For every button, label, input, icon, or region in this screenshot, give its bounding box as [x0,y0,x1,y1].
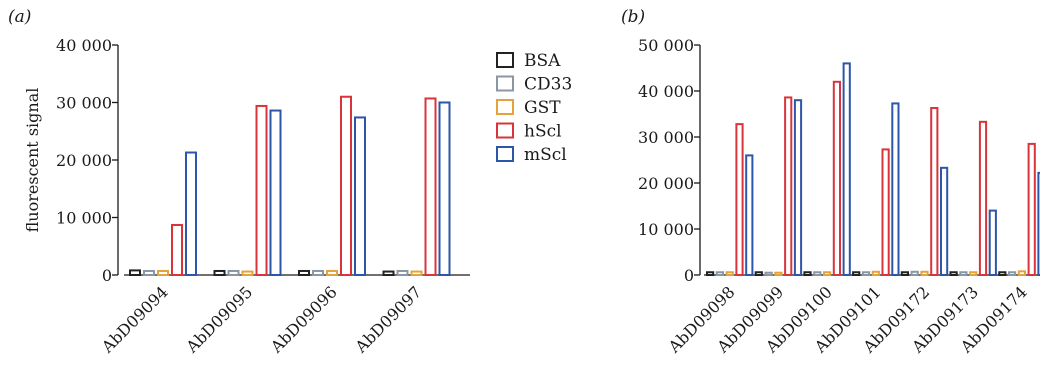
legend-label: GST [524,98,561,118]
y-tick-label: 30 000 [56,94,112,113]
y-tick-label: 40 000 [56,36,112,55]
legend-swatch-cd33 [496,75,514,92]
bar-cd33 [227,269,240,277]
x-category-label: AbD09094 [97,282,172,357]
bar-hscl [255,104,268,276]
legend-swatch-gst [496,99,514,115]
y-tick-label: 40 000 [638,82,694,101]
bar-bsa [900,271,909,276]
bar-bsa [852,271,861,276]
bar-bsa [754,271,763,276]
bar-gst [326,269,338,277]
bar-mscl [1037,171,1040,277]
y-tick-label: 0 [102,266,112,285]
legend-swatch-bsa [496,52,514,68]
bar-hscl [424,97,437,276]
bar-gst [823,271,832,276]
bar-mscl [185,151,197,276]
panel-label: (b) [621,7,645,27]
bar-cd33 [312,269,324,277]
legend-label: mScl [524,145,567,165]
y-tick-label: 30 000 [638,128,694,147]
bar-bsa [298,269,310,277]
bar-cd33 [813,271,822,276]
y-tick-label: 50 000 [638,36,694,55]
bar-gst [410,270,423,276]
bar-cd33 [861,271,871,276]
bar-mscl [988,209,997,277]
x-category-label: AbD09095 [182,282,257,357]
bar-gst [157,269,169,277]
bar-hscl [735,123,744,277]
y-tick-label: 20 000 [56,151,112,170]
bar-mscl [354,116,366,276]
y-axis-title: fluorescent signal [23,88,42,233]
y-tick-label: 20 000 [638,174,694,193]
bar-hscl [832,80,841,276]
bar-gst [1017,270,1026,277]
bar-hscl [340,95,352,276]
bar-cd33 [143,269,155,277]
legend-swatch-mscl [496,146,514,162]
bar-mscl [745,154,754,276]
bar-bsa [949,271,958,276]
bar-hscl [930,107,939,276]
y-tick-label: 10 000 [56,209,112,228]
legend-swatch-hscl [496,122,514,139]
bar-cd33 [396,269,409,277]
bar-cd33 [715,271,724,276]
bar-bsa [998,271,1007,276]
y-tick-label: 0 [684,266,694,285]
bar-hscl [171,223,183,277]
bar-gst [725,271,734,276]
bar-gst [920,270,929,276]
panel-label: (a) [8,7,31,27]
bar-mscl [940,166,949,277]
legend-label: hScl [524,122,562,142]
bar-bsa [382,270,395,276]
bar-hscl [978,120,988,276]
bar-hscl [784,96,793,276]
bar-gst [241,270,254,276]
bar-cd33 [1008,271,1017,276]
bar-gst [774,271,783,277]
bar-gst [969,271,978,276]
x-category-label: AbD09097 [351,282,426,357]
bar-mscl [842,62,851,277]
bar-mscl [793,99,803,276]
legend-label: CD33 [524,75,572,95]
bar-bsa [803,271,812,276]
legend-label: BSA [524,51,561,71]
bar-mscl [891,102,900,276]
bar-gst [871,270,880,276]
bar-mscl [438,101,451,276]
bar-cd33 [910,270,919,276]
x-category-label: AbD09096 [266,282,341,357]
bar-mscl [269,109,282,276]
bar-cd33 [764,271,773,277]
bar-bsa [129,269,141,276]
bar-bsa [706,271,715,276]
bar-bsa [213,269,226,277]
y-tick-label: 10 000 [638,220,694,239]
bar-hscl [1027,142,1036,276]
bar-cd33 [959,271,968,276]
bar-hscl [881,148,890,276]
